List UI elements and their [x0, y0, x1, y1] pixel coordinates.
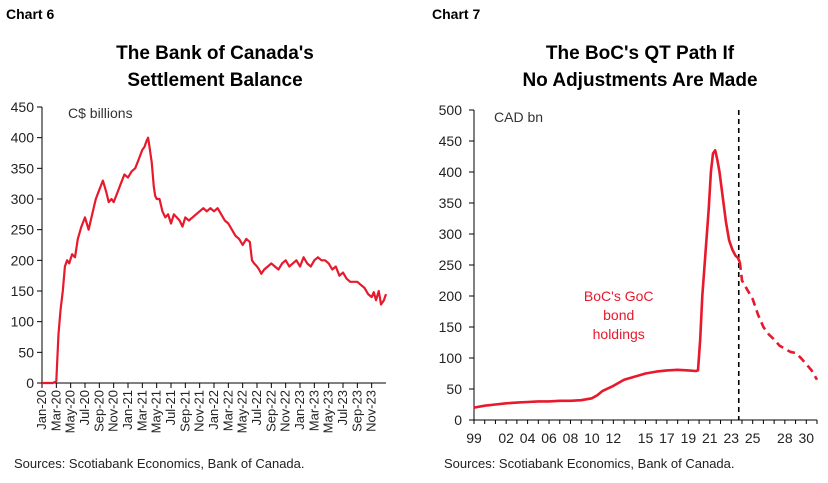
chart-6-x-tick-label: Nov-20 — [106, 390, 121, 432]
chart-7-y-tick-label: 500 — [439, 102, 463, 118]
chart-6-title: The Bank of Canada's Settlement Balance — [40, 40, 390, 94]
chart-6-x-tick-label: Jan-23 — [292, 390, 307, 430]
chart-6-x-tick-label: Nov-22 — [278, 390, 293, 432]
chart-6-y-tick-label: 300 — [11, 191, 35, 207]
chart-7-y-tick-label: 250 — [439, 257, 463, 273]
chart-6-x-tick-label: Mar-21 — [134, 390, 149, 431]
chart-7-annotation-line: BoC's GoC — [584, 288, 654, 304]
chart-7-x-tick-label: 04 — [520, 430, 536, 446]
chart-6-x-tick-label: Nov-23 — [364, 390, 379, 432]
chart-6-x-tick-label: May-21 — [149, 390, 164, 433]
chart-6-x-tick-label: Jan-21 — [120, 390, 135, 430]
chart-6-x-tick-label: Jan-20 — [34, 390, 49, 430]
chart-7-plot: 0 50 100 150 200 250 300 350 400 450 500 99 02 04 06 08… — [439, 102, 819, 446]
chart-6-y-tick-label: 400 — [11, 130, 35, 146]
chart-7-annotation-line: holdings — [593, 326, 645, 342]
chart-6-y-tick-label: 150 — [11, 283, 35, 299]
chart-6-x-tick-label: Jan-22 — [206, 390, 221, 430]
chart-7-x-tick-label: 17 — [659, 430, 675, 446]
chart-6-x-tick-label: Sep-20 — [91, 390, 106, 432]
chart-7-panel: Chart 7 The BoC's QT Path If No Adjustme… — [414, 0, 828, 483]
chart-7-x-tick-label: 21 — [702, 430, 718, 446]
chart-7-y-tick-label: 350 — [439, 195, 463, 211]
chart-7-annotation-line: bond — [603, 307, 634, 323]
chart-7-x-tick-label: 30 — [798, 430, 814, 446]
chart-7-y-tick-label: 50 — [446, 381, 462, 397]
chart-6-panel: Chart 6 The Bank of Canada's Settlement … — [6, 6, 390, 471]
chart-7-x-tick-label: 10 — [584, 430, 600, 446]
chart-7-y-tick-label: 0 — [454, 412, 462, 428]
chart-7-unit-label: CAD bn — [494, 109, 543, 125]
chart-7-x-tick-label: 12 — [606, 430, 622, 446]
chart-7-x-tick-label: 15 — [638, 430, 654, 446]
chart-6-x-tick-label: Sep-23 — [349, 390, 364, 432]
chart-6-y-tick-label: 350 — [11, 160, 35, 176]
chart-7-y-tick-label: 450 — [439, 133, 463, 149]
chart-6-x-tick-label: Sep-21 — [177, 390, 192, 432]
chart-6-y-tick-label: 0 — [26, 375, 34, 391]
chart-6-x-tick-label: Nov-21 — [192, 390, 207, 432]
chart-7-x-tick-label: 23 — [723, 430, 739, 446]
chart-6-y-tick-label: 50 — [18, 344, 34, 360]
chart-7-title: The BoC's QT Path If No Adjustments Are … — [470, 40, 810, 94]
chart-6-x-tick-label: May-22 — [235, 390, 250, 433]
chart-7-series-projection-line — [738, 261, 819, 381]
chart-6-y-tick-label: 450 — [11, 99, 35, 115]
chart-7-y-tick-label: 100 — [439, 350, 463, 366]
chart-6-x-tick-label: Jul-21 — [163, 390, 178, 425]
chart-6-x-tick-label: Jul-22 — [249, 390, 264, 425]
chart-6-y-tick-label: 100 — [11, 314, 35, 330]
chart-6-x-tick-label: May-23 — [321, 390, 336, 433]
chart-7-x-tick-label: 06 — [541, 430, 557, 446]
chart-7-x-tick-label: 08 — [563, 430, 579, 446]
chart-6-series-line — [42, 136, 388, 385]
chart-6-x-tick-label: Mar-23 — [306, 390, 321, 431]
chart-6-x-tick-label: Mar-20 — [48, 390, 63, 431]
chart-6-title-line-2: Settlement Balance — [127, 70, 303, 91]
chart-7-series-actual-line — [473, 149, 741, 409]
chart-6-x-tick-label: Jul-20 — [77, 390, 92, 425]
chart-6-unit-label: C$ billions — [68, 105, 133, 121]
chart-6-y-tick-label: 200 — [11, 252, 35, 268]
chart-6-source: Sources: Scotiabank Economics, Bank of C… — [14, 456, 305, 471]
chart-7-source: Sources: Scotiabank Economics, Bank of C… — [444, 456, 735, 471]
chart-7-x-tick-label: 02 — [498, 430, 514, 446]
chart-6-x-tick-label: Jul-23 — [335, 390, 350, 425]
chart-7-y-tick-label: 150 — [439, 319, 463, 335]
chart-6-x-tick-label: Mar-22 — [220, 390, 235, 431]
chart-7-y-tick-label: 300 — [439, 226, 463, 242]
chart-7-x-tick-label: 28 — [777, 430, 793, 446]
chart-6-x-tick-label: Sep-22 — [263, 390, 278, 432]
chart-7-title-line-1: The BoC's QT Path If — [545, 43, 735, 64]
chart-6-y-tick-label: 250 — [11, 222, 35, 238]
chart-6-label: Chart 6 — [6, 6, 55, 22]
chart-7-y-tick-label: 200 — [439, 288, 463, 304]
chart-7-x-tick-label: 25 — [745, 430, 761, 446]
chart-7-y-tick-label: 400 — [439, 164, 463, 180]
chart-6-title-line-1: The Bank of Canada's — [116, 43, 314, 64]
chart-6-x-tick-label: May-20 — [63, 390, 78, 433]
chart-7-x-tick-label: 99 — [466, 430, 482, 446]
chart-7-label: Chart 7 — [432, 6, 481, 22]
chart-7-title-line-2: No Adjustments Are Made — [522, 70, 758, 91]
chart-7-x-tick-label: 19 — [681, 430, 697, 446]
